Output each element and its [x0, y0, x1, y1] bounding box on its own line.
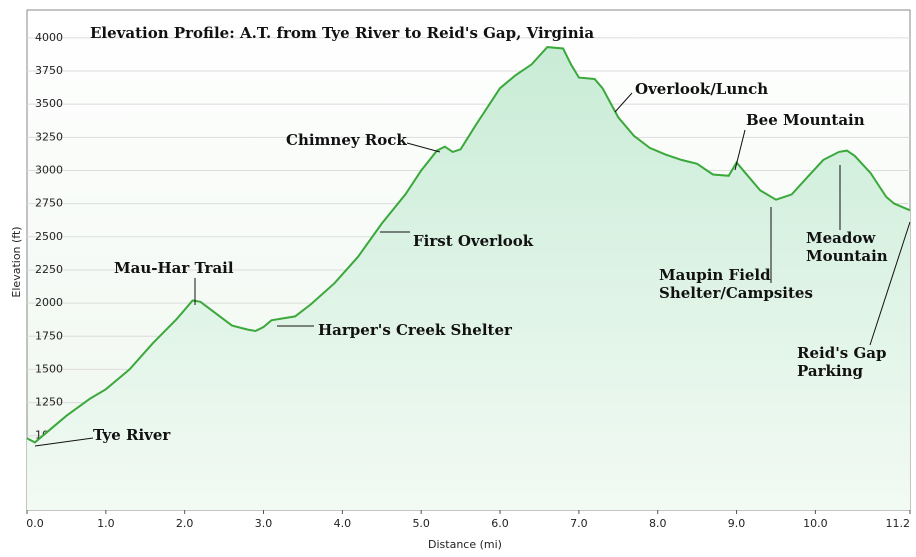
x-tick-label: 11.2 — [886, 517, 911, 530]
leader-line — [734, 129, 746, 171]
y-tick-label: 4000 — [35, 31, 63, 44]
y-tick-label: 1250 — [35, 396, 63, 409]
annotation: Mountain — [806, 247, 888, 265]
y-tick-label: 3250 — [35, 130, 63, 143]
annotation: Chimney Rock — [286, 131, 407, 149]
x-tick-label: 8.0 — [649, 517, 667, 530]
annotation: Shelter/Campsites — [659, 284, 813, 302]
annotation: Parking — [797, 362, 863, 380]
annotation: Mau-Har Trail — [114, 259, 234, 277]
x-tick-label: 10.0 — [803, 517, 828, 530]
leader-line — [869, 221, 911, 346]
y-tick-label: 2750 — [35, 197, 63, 210]
y-tick-label: 2250 — [35, 263, 63, 276]
annotation: Harper's Creek Shelter — [318, 321, 513, 339]
y-tick-label: 1500 — [35, 362, 63, 375]
chart-title: Elevation Profile: A.T. from Tye River t… — [90, 24, 594, 42]
elevation-line — [26, 46, 911, 444]
leader-line — [614, 92, 633, 113]
annotation: Reid's Gap — [797, 344, 886, 362]
y-tick-label: 3750 — [35, 64, 63, 77]
x-axis-label: Distance (mi) — [428, 538, 502, 551]
y-tick-label: 2000 — [35, 296, 63, 309]
x-tick-label: 1.0 — [97, 517, 115, 530]
annotation: First Overlook — [413, 232, 534, 250]
x-tick-label: 5.0 — [412, 517, 430, 530]
annotation: Meadow — [806, 229, 876, 247]
x-tick-label: 4.0 — [334, 517, 352, 530]
x-tick-label: 9.0 — [728, 517, 746, 530]
annotation: Tye River — [93, 426, 171, 444]
y-tick-label: 3000 — [35, 163, 63, 176]
leader-line — [406, 142, 441, 153]
x-tick-label: 0.0 — [26, 517, 44, 530]
y-tick-label: 1750 — [35, 329, 63, 342]
leader-line — [34, 437, 94, 447]
x-tick-label: 6.0 — [491, 517, 509, 530]
x-tick-label: 3.0 — [255, 517, 273, 530]
annotation: Overlook/Lunch — [635, 80, 768, 98]
y-tick-label: 2500 — [35, 230, 63, 243]
y-axis-label: Elevation (ft) — [10, 226, 23, 297]
annotation: Maupin Field — [659, 266, 771, 284]
y-tick-label: 3500 — [35, 97, 63, 110]
x-tick-label: 2.0 — [176, 517, 194, 530]
x-tick-label: 7.0 — [570, 517, 588, 530]
annotation: Bee Mountain — [746, 111, 865, 129]
